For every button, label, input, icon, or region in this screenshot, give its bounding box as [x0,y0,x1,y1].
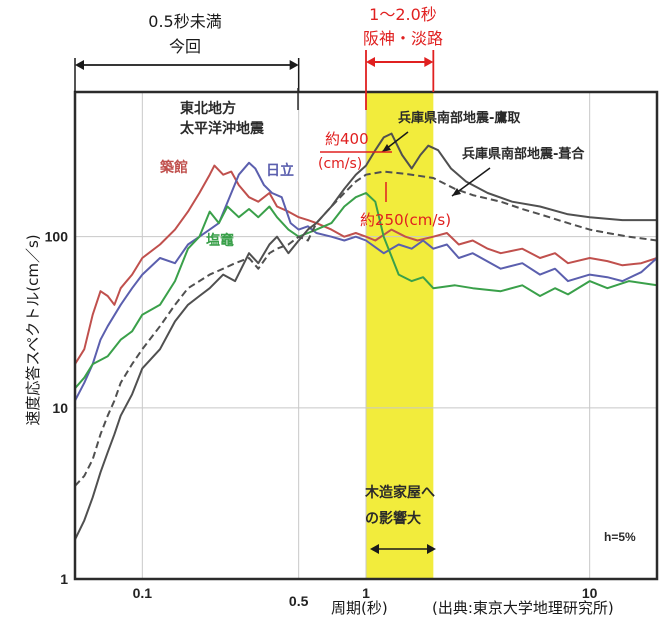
x-tick-labels: 0.1 0.5 1 10 [133,585,598,609]
highlight-band-1-2s [366,92,434,579]
arrow-head-right [424,57,434,67]
series-line-1 [74,161,658,402]
value-250-label: 約250(cm/s) [360,211,451,229]
x-tick-0.5: 0.5 [289,593,309,609]
y-tick-100: 100 [45,229,69,245]
value-400-unit: (cm/s) [318,156,362,172]
label-shiogama: 塩竈 [206,232,234,249]
y-tick-1: 1 [60,571,68,587]
label-takatori: 兵庫県南部地震-鷹取 [398,110,521,126]
series-line-0 [74,164,658,365]
range-arrow-0.5s [74,58,300,92]
label-fukiai: 兵庫県南部地震-葺合 [462,146,585,162]
group-label-line2: 太平洋沖地震 [180,120,265,137]
band-note-arrow [370,544,436,554]
range-label-line1: 0.5秒未満 [148,12,221,31]
arrow-head-left [370,544,379,554]
label-tsukidate: 築館 [159,159,188,176]
x-tick-1: 1 [362,585,370,601]
pointer-fukiai-head [452,188,461,196]
damping-label: h=5% [604,530,636,544]
series-line-4 [74,170,658,487]
group-label-line1: 東北地方 [180,100,236,117]
pointer-takatori-head [382,144,391,152]
arrow-head-left [75,60,84,70]
arrow-head-left [366,57,375,67]
band-note-line2: の影響大 [365,510,421,527]
y-tick-10: 10 [52,400,68,416]
range-label-line2: 今回 [169,37,201,56]
x-tick-10: 10 [582,585,598,601]
band-arrow-1-2s [365,50,435,110]
y-axis-label: 速度応答スペクトル(cm／s) [24,234,42,425]
y-tick-labels: 1 10 100 [45,229,69,587]
source-note: (出典:東京大学地理研究所) [432,599,614,617]
band-label-line2: 阪神・淡路 [363,29,443,48]
x-axis-label: 周期(秒) [331,599,388,617]
arrow-head-right [289,60,299,70]
x-tick-0.1: 0.1 [133,585,153,601]
band-note-line1: 木造家屋へ [364,484,435,501]
series-lines [74,132,658,541]
label-hitachi: 日立 [266,162,294,179]
band-label-line1: 1〜2.0秒 [369,5,437,24]
series-line-3 [74,132,657,541]
value-400-label: 約400 [325,130,369,148]
arrow-head-right [427,544,436,554]
